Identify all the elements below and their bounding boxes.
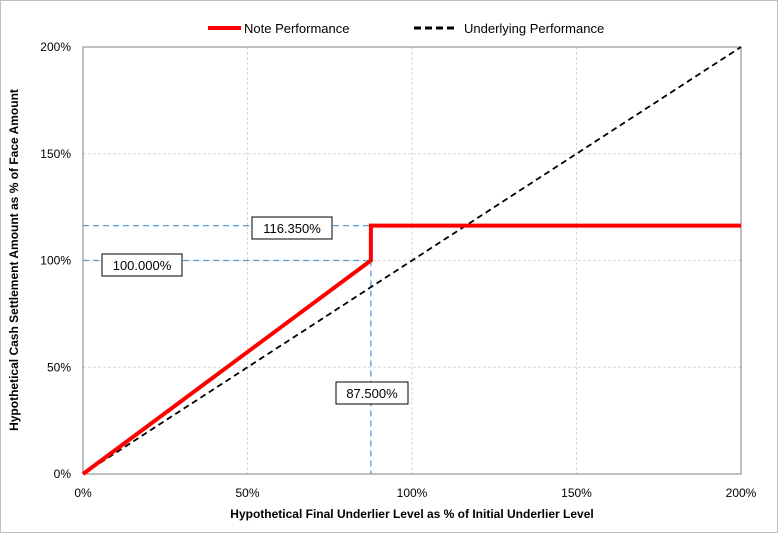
x-axis-title: Hypothetical Final Underlier Level as % … xyxy=(230,507,593,521)
reference-lines xyxy=(83,224,372,474)
callouts: 116.350% 100.000% 87.500% xyxy=(101,216,409,405)
series-group xyxy=(81,46,742,476)
callout-label: 100.000% xyxy=(113,258,172,273)
x-tick-label: 50% xyxy=(235,486,259,500)
legend-label-note: Note Performance xyxy=(244,21,350,36)
y-tick-label: 50% xyxy=(47,360,71,374)
callout-box xyxy=(335,381,409,405)
y-tick-label: 100% xyxy=(40,254,71,268)
x-tick-label: 200% xyxy=(726,486,757,500)
y-axis-title: Hypothetical Cash Settlement Amount as %… xyxy=(7,89,21,431)
x-tick-label: 150% xyxy=(561,486,592,500)
x-tick-label: 100% xyxy=(397,486,428,500)
legend: Note Performance Underlying Performance xyxy=(208,21,604,36)
callout-label: 87.500% xyxy=(346,386,398,401)
grid xyxy=(83,47,741,474)
tick-labels: 0% 50% 100% 150% 200% 0% 50% 100% 150% 200% xyxy=(40,40,756,500)
x-tick-label: 0% xyxy=(74,486,92,500)
callout-box xyxy=(251,216,333,240)
callout-label: 116.350% xyxy=(263,221,321,236)
y-tick-label: 150% xyxy=(40,147,71,161)
y-tick-label: 200% xyxy=(40,40,71,54)
callout-box xyxy=(101,253,183,277)
legend-label-underlying: Underlying Performance xyxy=(464,21,604,36)
y-tick-label: 0% xyxy=(54,467,72,481)
series-note-performance xyxy=(81,223,741,476)
plot-area xyxy=(82,46,742,475)
series-underlying-performance xyxy=(82,46,742,475)
